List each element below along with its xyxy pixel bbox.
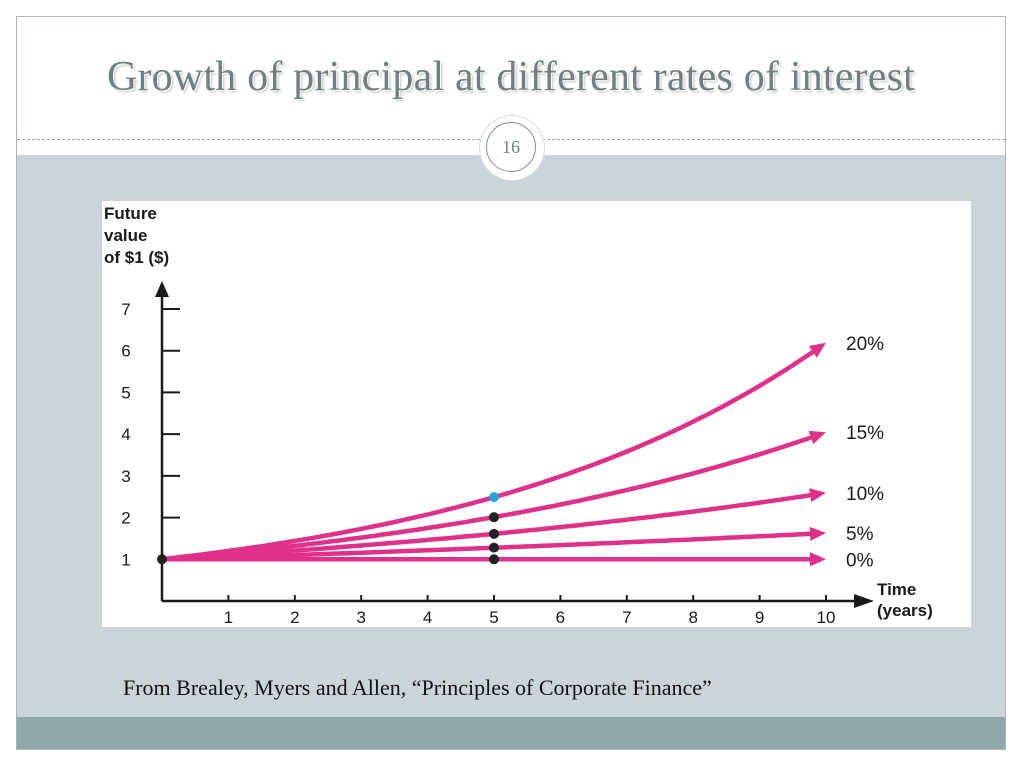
- y-tick-label: 2: [121, 509, 130, 528]
- source-caption: From Brealey, Myers and Allen, “Principl…: [123, 675, 712, 700]
- y-tick-label: 7: [121, 300, 130, 319]
- data-marker: [157, 554, 167, 565]
- series-arrowhead-20%: [808, 342, 826, 358]
- series-arrowhead-5%: [809, 526, 826, 541]
- series-label: 5%: [846, 524, 874, 545]
- chart-panel: Future value of $1 ($) Time (years) 1 2 3 4…: [102, 201, 971, 627]
- series-arrowhead-0%: [810, 552, 826, 567]
- axes: [155, 281, 874, 608]
- x-tick-label: 5: [489, 608, 498, 627]
- series-lines: [159, 342, 826, 567]
- data-marker: [489, 528, 499, 539]
- x-axis-arrowhead: [854, 594, 874, 608]
- markers: [157, 492, 499, 565]
- y-axis-title: Future value of $1 ($): [104, 204, 169, 267]
- x-axis-title: Time (years): [877, 580, 933, 620]
- series-line-20%: [159, 349, 815, 562]
- series-label: 15%: [846, 423, 884, 444]
- x-tick-label: 2: [290, 608, 299, 627]
- data-marker: [489, 554, 499, 565]
- x-tick-label: 7: [622, 608, 631, 627]
- series-label: 20%: [846, 334, 884, 355]
- y-tick-label: 3: [121, 467, 130, 486]
- data-marker: [489, 542, 499, 553]
- bottom-band: [17, 717, 1005, 749]
- series-label: 10%: [846, 484, 884, 505]
- y-axis-title-line-3: of $1 ($): [104, 248, 169, 267]
- page-number: 16: [486, 122, 536, 172]
- page-number-badge: 16: [480, 116, 544, 180]
- series-arrowhead-10%: [809, 488, 826, 503]
- y-tick-label: 1: [121, 550, 130, 569]
- series-arrowhead-15%: [808, 430, 826, 445]
- x-tick-label: 6: [556, 608, 565, 627]
- series-labels: 20% 15% 10% 5% 0%: [846, 334, 884, 571]
- highlight-marker: [489, 492, 499, 503]
- x-ticks: 1 2 3 4 5 6 7 8 9 10: [224, 595, 836, 627]
- x-tick-label: 8: [688, 608, 697, 627]
- y-tick-label: 5: [121, 383, 130, 402]
- x-tick-label: 4: [423, 608, 432, 627]
- slide-title: Growth of principal at different rates o…: [106, 54, 916, 100]
- series-line-10%: [159, 492, 815, 562]
- x-tick-label: 3: [356, 608, 365, 627]
- slide: Growth of principal at different rates o…: [16, 16, 1006, 750]
- x-tick-label: 10: [817, 608, 836, 627]
- x-tick-label: 9: [755, 608, 764, 627]
- series-label: 0%: [846, 550, 874, 571]
- data-marker: [489, 512, 499, 523]
- y-tick-label: 6: [121, 342, 130, 361]
- x-axis-title-line-1: Time: [877, 580, 916, 599]
- y-axis-title-line-2: value: [104, 226, 147, 245]
- y-tick-label: 4: [121, 425, 130, 444]
- growth-chart: Future value of $1 ($) Time (years) 1 2 3 4…: [104, 204, 933, 627]
- y-ticks: 1 2 3 4 5 6 7: [121, 300, 180, 569]
- x-tick-label: 1: [224, 608, 233, 627]
- series-line-5%: [159, 531, 815, 562]
- series-line-15%: [159, 434, 815, 562]
- y-axis-arrowhead: [155, 281, 169, 297]
- y-axis-title-line-1: Future: [104, 204, 157, 223]
- x-axis-title-line-2: (years): [877, 601, 933, 620]
